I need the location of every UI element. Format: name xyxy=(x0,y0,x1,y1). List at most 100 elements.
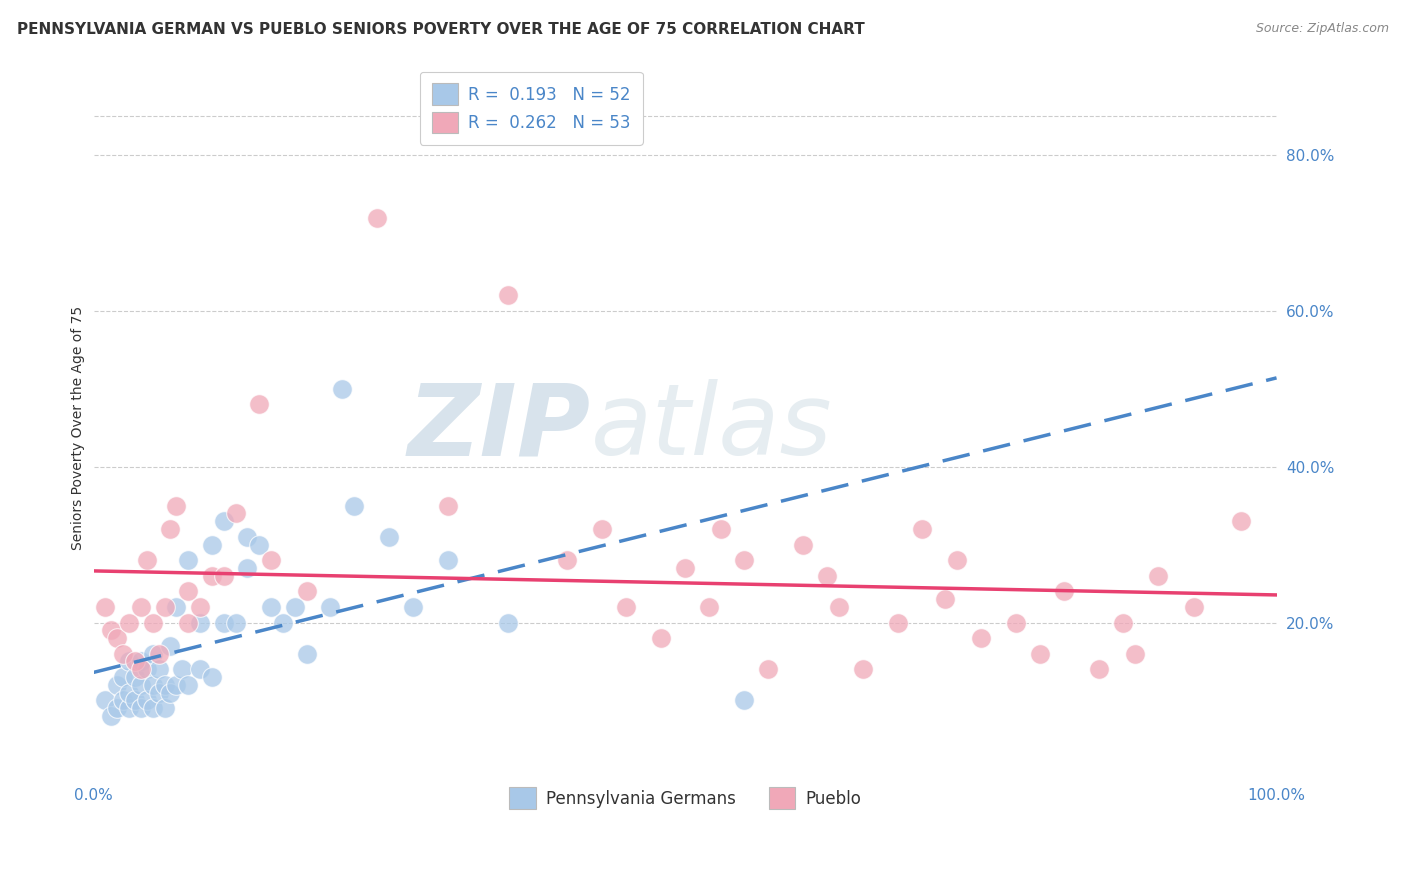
Text: ZIP: ZIP xyxy=(408,379,591,476)
Point xyxy=(887,615,910,630)
Point xyxy=(153,599,176,614)
Point xyxy=(100,624,122,638)
Point xyxy=(1005,615,1028,630)
Point xyxy=(815,569,838,583)
Point xyxy=(1147,569,1170,583)
Point xyxy=(851,662,873,676)
Point xyxy=(177,584,200,599)
Point xyxy=(112,693,135,707)
Point xyxy=(402,599,425,614)
Point xyxy=(1029,647,1052,661)
Point xyxy=(201,569,224,583)
Point xyxy=(129,662,152,676)
Point xyxy=(177,678,200,692)
Point xyxy=(756,662,779,676)
Point xyxy=(129,678,152,692)
Point xyxy=(94,599,117,614)
Point xyxy=(555,553,578,567)
Point xyxy=(650,631,672,645)
Point xyxy=(236,530,259,544)
Point xyxy=(366,211,388,225)
Point xyxy=(1230,514,1253,528)
Point xyxy=(177,553,200,567)
Point xyxy=(1182,599,1205,614)
Point xyxy=(112,670,135,684)
Text: Source: ZipAtlas.com: Source: ZipAtlas.com xyxy=(1256,22,1389,36)
Point xyxy=(212,514,235,528)
Point xyxy=(260,553,283,567)
Point xyxy=(124,655,146,669)
Point xyxy=(496,615,519,630)
Point xyxy=(697,599,720,614)
Point xyxy=(135,662,157,676)
Point xyxy=(295,647,318,661)
Point xyxy=(159,522,181,536)
Point xyxy=(159,685,181,699)
Point xyxy=(153,678,176,692)
Point xyxy=(148,685,170,699)
Point xyxy=(105,631,128,645)
Point xyxy=(591,522,613,536)
Point xyxy=(284,599,307,614)
Point xyxy=(1052,584,1074,599)
Point xyxy=(118,685,141,699)
Point xyxy=(378,530,401,544)
Point xyxy=(673,561,696,575)
Point xyxy=(124,693,146,707)
Point xyxy=(129,599,152,614)
Point xyxy=(260,599,283,614)
Point xyxy=(100,709,122,723)
Point xyxy=(165,678,187,692)
Point xyxy=(172,662,194,676)
Point xyxy=(148,647,170,661)
Point xyxy=(343,499,366,513)
Point xyxy=(188,599,211,614)
Point xyxy=(614,599,637,614)
Point xyxy=(946,553,969,567)
Point xyxy=(142,615,165,630)
Point xyxy=(188,615,211,630)
Point xyxy=(135,553,157,567)
Point xyxy=(105,678,128,692)
Point xyxy=(247,397,270,411)
Point xyxy=(148,662,170,676)
Point xyxy=(129,655,152,669)
Point xyxy=(201,538,224,552)
Point xyxy=(733,553,755,567)
Point xyxy=(212,615,235,630)
Point xyxy=(225,615,247,630)
Point xyxy=(142,647,165,661)
Point xyxy=(165,599,187,614)
Point xyxy=(225,507,247,521)
Point xyxy=(112,647,135,661)
Point xyxy=(153,701,176,715)
Point xyxy=(1123,647,1146,661)
Point xyxy=(118,701,141,715)
Point xyxy=(970,631,993,645)
Point xyxy=(94,693,117,707)
Point xyxy=(212,569,235,583)
Point xyxy=(1088,662,1111,676)
Point xyxy=(437,499,460,513)
Point xyxy=(201,670,224,684)
Point xyxy=(188,662,211,676)
Legend: Pennsylvania Germans, Pueblo: Pennsylvania Germans, Pueblo xyxy=(502,780,868,815)
Point xyxy=(319,599,342,614)
Point xyxy=(118,615,141,630)
Point xyxy=(124,670,146,684)
Point xyxy=(165,499,187,513)
Point xyxy=(118,655,141,669)
Point xyxy=(934,592,956,607)
Point xyxy=(733,693,755,707)
Point xyxy=(129,701,152,715)
Point xyxy=(247,538,270,552)
Point xyxy=(330,382,353,396)
Point xyxy=(295,584,318,599)
Point xyxy=(496,288,519,302)
Point xyxy=(159,639,181,653)
Point xyxy=(135,693,157,707)
Point xyxy=(1112,615,1135,630)
Point xyxy=(792,538,814,552)
Point xyxy=(236,561,259,575)
Point xyxy=(709,522,731,536)
